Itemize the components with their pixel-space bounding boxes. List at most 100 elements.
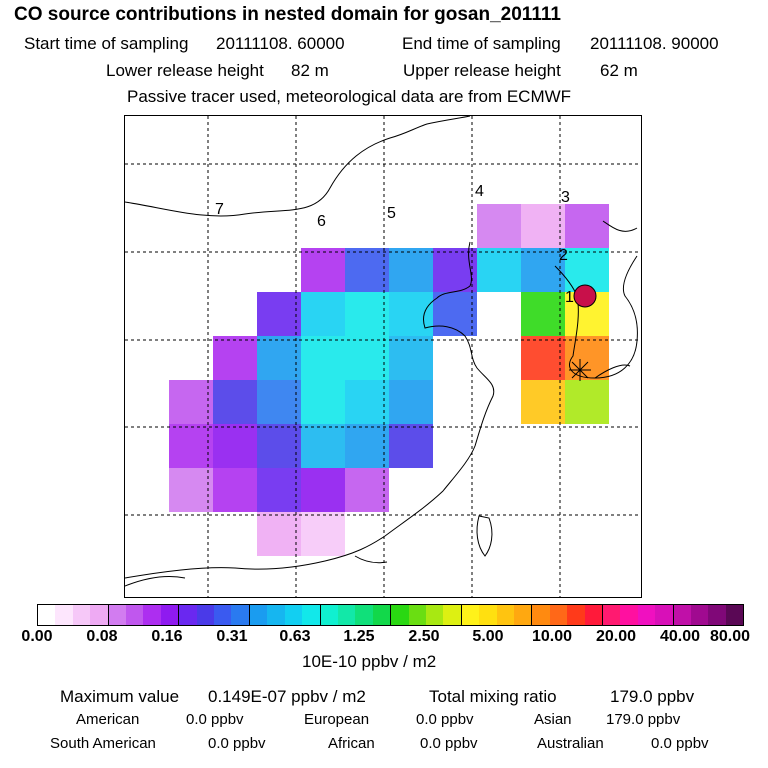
asian-value: 179.0 ppbv [606,711,681,728]
heatmap-cell [521,248,565,292]
colorbar-segment [372,605,391,625]
heatmap-cell [389,248,433,292]
station-marker [569,359,591,381]
heatmap-cell [389,292,433,336]
upper-release-label: Upper release height [403,61,561,80]
colorbar-segment [567,605,585,625]
african-label: African [328,735,375,752]
heatmap-cell [477,204,521,248]
colorbar-tick: 0.00 [21,628,53,645]
colorbar-segment [302,605,320,625]
heatmap-cell [257,380,301,424]
coastline-north [125,116,471,217]
end-time-value: 20111108. 90000 [590,34,719,53]
colorbar-units: 10E-10 ppbv / m2 [302,652,437,671]
region-label-4: 4 [475,183,484,200]
american-label: American [76,711,140,728]
colorbar-segment [479,605,497,625]
colorbar-segment [248,605,268,625]
map-plot: 1 2 3 4 5 6 7 [125,116,641,597]
region-label-3: 3 [561,189,570,206]
heatmap-cell [257,468,301,512]
max-value: 0.149E-07 ppbv / m2 [208,687,366,706]
heatmap-cell [169,468,213,512]
colorbar-tick: 0.31 [216,628,248,645]
colorbar-segment [107,605,127,625]
coastline-japan [594,220,638,379]
australian-value: 0.0 ppbv [651,735,709,752]
colorbar-segment [319,605,338,625]
heatmap-cell [389,336,433,380]
heatmap-cell [345,292,389,336]
heatmap-cell [169,424,213,468]
heatmap-cell [521,292,565,336]
lower-release-label: Lower release height [106,61,264,80]
heatmap-cell [257,336,301,380]
region-label-5: 5 [387,205,396,222]
european-value: 0.0 ppbv [416,711,474,728]
colorbar-segment [602,605,621,625]
heatmap-cell [301,512,345,556]
colorbar-segment [90,605,108,625]
colorbar-segment [408,605,426,625]
heatmap-cells [169,204,609,556]
asian-label: Asian [534,711,572,728]
colorbar-tick: 0.16 [151,628,183,645]
region-label-2: 2 [559,247,568,264]
heatmap-cell [521,204,565,248]
heatmap-cell [565,248,609,292]
start-time-value: 20111108. 60000 [216,34,345,53]
region-label-1: 1 [565,289,574,306]
colorbar-segment [178,605,197,625]
colorbar-segment [443,605,461,625]
max-value-label: Maximum value [60,687,180,706]
african-value: 0.0 ppbv [420,735,478,752]
chart-title: CO source contributions in nested domain… [14,4,561,25]
heatmap-cell [213,380,257,424]
heatmap-cell [301,336,345,380]
colorbar-segment [284,605,303,625]
colorbar-tick: 0.63 [279,628,311,645]
heatmap-cell [213,336,257,380]
colorbar-segment [620,605,638,625]
heatmap-cell [257,292,301,336]
coastline-south [125,555,388,587]
colorbar-tick: 80.00 [709,628,751,645]
colorbar-segment [584,605,602,625]
colorbar-segment [38,605,56,625]
colorbar-tick: 10.00 [531,628,573,645]
colorbar-segment [231,605,249,625]
coastline-china [125,241,495,579]
heatmap-cell [257,512,301,556]
hotspot-marker [573,284,597,308]
colorbar-segment [531,605,550,625]
end-time-label: End time of sampling [402,34,561,53]
south-american-value: 0.0 ppbv [208,735,266,752]
coastline-taiwan [476,515,493,557]
upper-release-value: 62 m [600,61,638,80]
colorbar-segment [355,605,373,625]
colorbar-segment [143,605,161,625]
heatmap-cell [345,380,389,424]
colorbar-tick: 20.00 [595,628,637,645]
colorbar-segment [55,605,73,625]
colorbar-segment [672,605,692,625]
heatmap-cell [301,380,345,424]
heatmap-cell [345,468,389,512]
colorbar-tick: 40.00 [659,628,701,645]
heatmap-cell [477,248,521,292]
european-label: European [304,711,370,728]
heatmap-cell [301,468,345,512]
heatmap-cell [389,380,433,424]
region-label-7: 7 [215,201,224,218]
colorbar-segment [196,605,215,625]
colorbar-segment [460,605,480,625]
heatmap-cell [345,336,389,380]
heatmap-cell [433,248,477,292]
heatmap-cell [301,248,345,292]
total-mixing-label: Total mixing ratio [429,687,557,706]
colorbar-segment [72,605,91,625]
region-labels: 1 2 3 4 5 6 7 [215,183,574,306]
colorbar-segment [655,605,673,625]
heatmap-cell [565,380,609,424]
